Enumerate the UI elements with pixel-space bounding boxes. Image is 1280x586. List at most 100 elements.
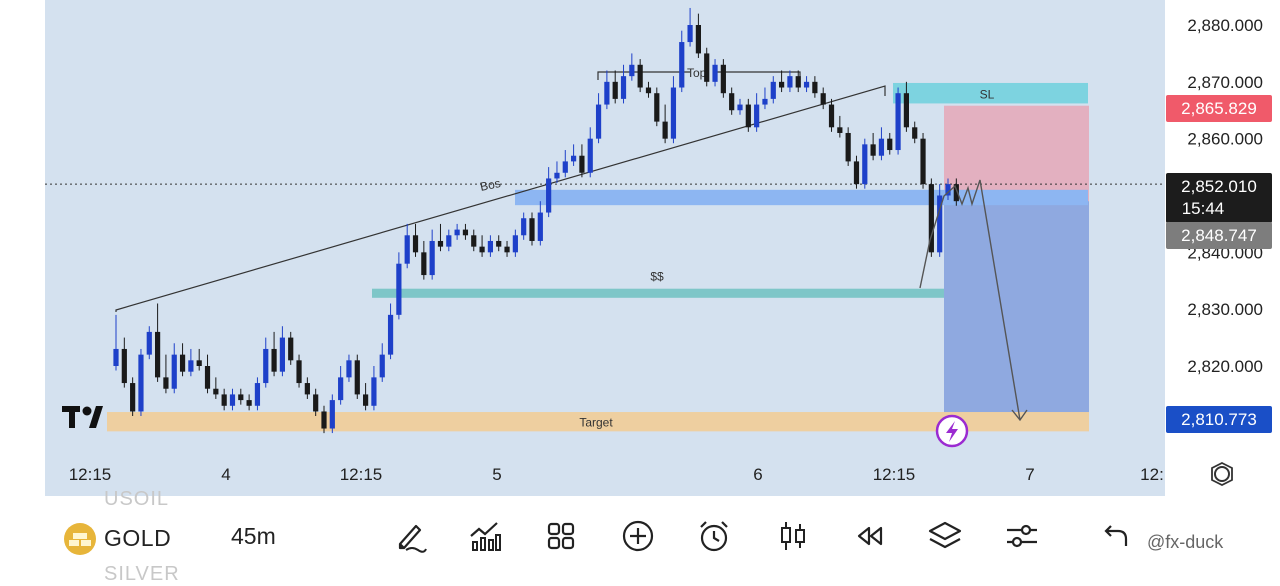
sl-zone xyxy=(893,82,1088,104)
candle-38-body xyxy=(429,240,435,276)
candle-42 xyxy=(462,223,469,240)
candle-26 xyxy=(329,394,335,434)
candle-13-body xyxy=(221,394,227,406)
candle-46-body xyxy=(496,240,502,247)
layers-icon[interactable] xyxy=(927,518,963,554)
candle-18 xyxy=(263,337,269,388)
candle-77-body xyxy=(754,104,760,128)
candle-74-body xyxy=(729,93,735,111)
symbol-prev[interactable]: USOIL xyxy=(104,488,170,510)
candle-87-body xyxy=(837,127,843,133)
replay-icon[interactable] xyxy=(851,518,887,554)
candle-71 xyxy=(704,47,710,87)
candle-69-body xyxy=(687,25,693,43)
price-chart[interactable]: SL $$ Target Top Bos 2,880.000 2,870.000 2,86… xyxy=(0,0,1280,496)
candle-30-body xyxy=(363,394,369,406)
tradingview-logo-icon xyxy=(62,406,103,428)
candle-8 xyxy=(179,343,186,377)
candle-92 xyxy=(878,127,885,161)
candle-66 xyxy=(662,104,668,144)
candle-3 xyxy=(138,348,144,417)
candle-79-body xyxy=(770,81,776,99)
candle-10-body xyxy=(196,360,202,366)
candle-15-body xyxy=(238,394,244,401)
candle-31-body xyxy=(371,377,377,406)
candle-82 xyxy=(795,70,801,93)
candle-38 xyxy=(429,229,435,280)
candle-type-icon[interactable] xyxy=(775,518,811,554)
candle-57-body xyxy=(587,138,593,173)
candle-8-body xyxy=(179,354,186,372)
candle-37 xyxy=(421,240,427,280)
candle-56 xyxy=(579,144,585,178)
candle-86 xyxy=(828,98,835,132)
candle-62-body xyxy=(629,64,635,77)
candle-1-body xyxy=(121,348,127,384)
candle-84-body xyxy=(812,81,818,94)
candle-35-body xyxy=(404,235,410,264)
liquidity-zone-label: $$ xyxy=(650,270,664,284)
candle-96 xyxy=(912,121,918,144)
candle-28-body xyxy=(346,360,352,378)
x-tick: 12:15 xyxy=(69,465,112,484)
x-tick: 12: xyxy=(1140,465,1164,484)
candle-83 xyxy=(803,76,810,93)
candle-86-body xyxy=(828,104,835,128)
candle-94 xyxy=(895,87,901,155)
candle-80-body xyxy=(779,81,785,88)
candle-12 xyxy=(213,377,219,399)
candle-84 xyxy=(812,76,818,98)
undo-icon[interactable] xyxy=(1096,518,1132,554)
candle-20 xyxy=(279,326,285,377)
candle-55-body xyxy=(571,155,577,162)
gold-bars-icon xyxy=(64,523,96,555)
candle-43-body xyxy=(471,235,477,247)
candle-90 xyxy=(862,138,868,189)
candle-59-body xyxy=(604,81,610,105)
candle-40 xyxy=(446,229,452,252)
candle-78-body xyxy=(762,98,768,105)
candle-98 xyxy=(928,178,934,257)
candle-27 xyxy=(338,366,344,405)
symbol-next[interactable]: SILVER xyxy=(104,563,180,585)
candle-17-body xyxy=(254,383,261,406)
add-circle-icon[interactable] xyxy=(620,518,656,554)
candle-80 xyxy=(779,70,785,93)
bos-zone xyxy=(515,189,1088,206)
layout-grid-icon[interactable] xyxy=(543,518,579,554)
y-tick: 2,830.000 xyxy=(1187,300,1263,319)
pencil-icon[interactable] xyxy=(392,518,428,554)
projection-arrowhead xyxy=(1011,409,1028,422)
candle-5-body xyxy=(155,331,161,378)
candle-31 xyxy=(371,366,377,411)
indicators-icon[interactable] xyxy=(467,518,503,554)
candle-2-body xyxy=(130,383,136,412)
candle-10 xyxy=(196,348,202,371)
symbol-name[interactable]: GOLD xyxy=(104,525,172,551)
candle-48-body xyxy=(512,235,518,253)
interval-selector[interactable]: 45m xyxy=(231,523,276,549)
candle-62 xyxy=(629,53,635,81)
candle-89-body xyxy=(853,161,860,185)
y-tick: 2,880.000 xyxy=(1187,16,1263,35)
candle-73 xyxy=(720,59,726,98)
candle-98-body xyxy=(928,184,934,253)
candle-73-body xyxy=(720,64,726,94)
candle-43 xyxy=(471,229,477,252)
top-line-left xyxy=(597,71,690,80)
candle-95 xyxy=(903,81,909,132)
candle-41-body xyxy=(454,229,460,236)
settings-sliders-icon[interactable] xyxy=(1004,518,1040,554)
candle-61 xyxy=(620,64,627,104)
candle-59 xyxy=(604,70,610,110)
candle-29 xyxy=(354,354,360,399)
candle-60-body xyxy=(612,81,618,99)
alarm-icon[interactable] xyxy=(696,518,732,554)
candle-71-body xyxy=(704,53,710,82)
candle-57 xyxy=(587,127,593,178)
candle-33-body xyxy=(387,314,394,355)
candle-78 xyxy=(762,87,768,110)
candle-51-body xyxy=(537,212,543,241)
candle-100-body xyxy=(945,184,951,196)
candle-64 xyxy=(645,81,652,98)
